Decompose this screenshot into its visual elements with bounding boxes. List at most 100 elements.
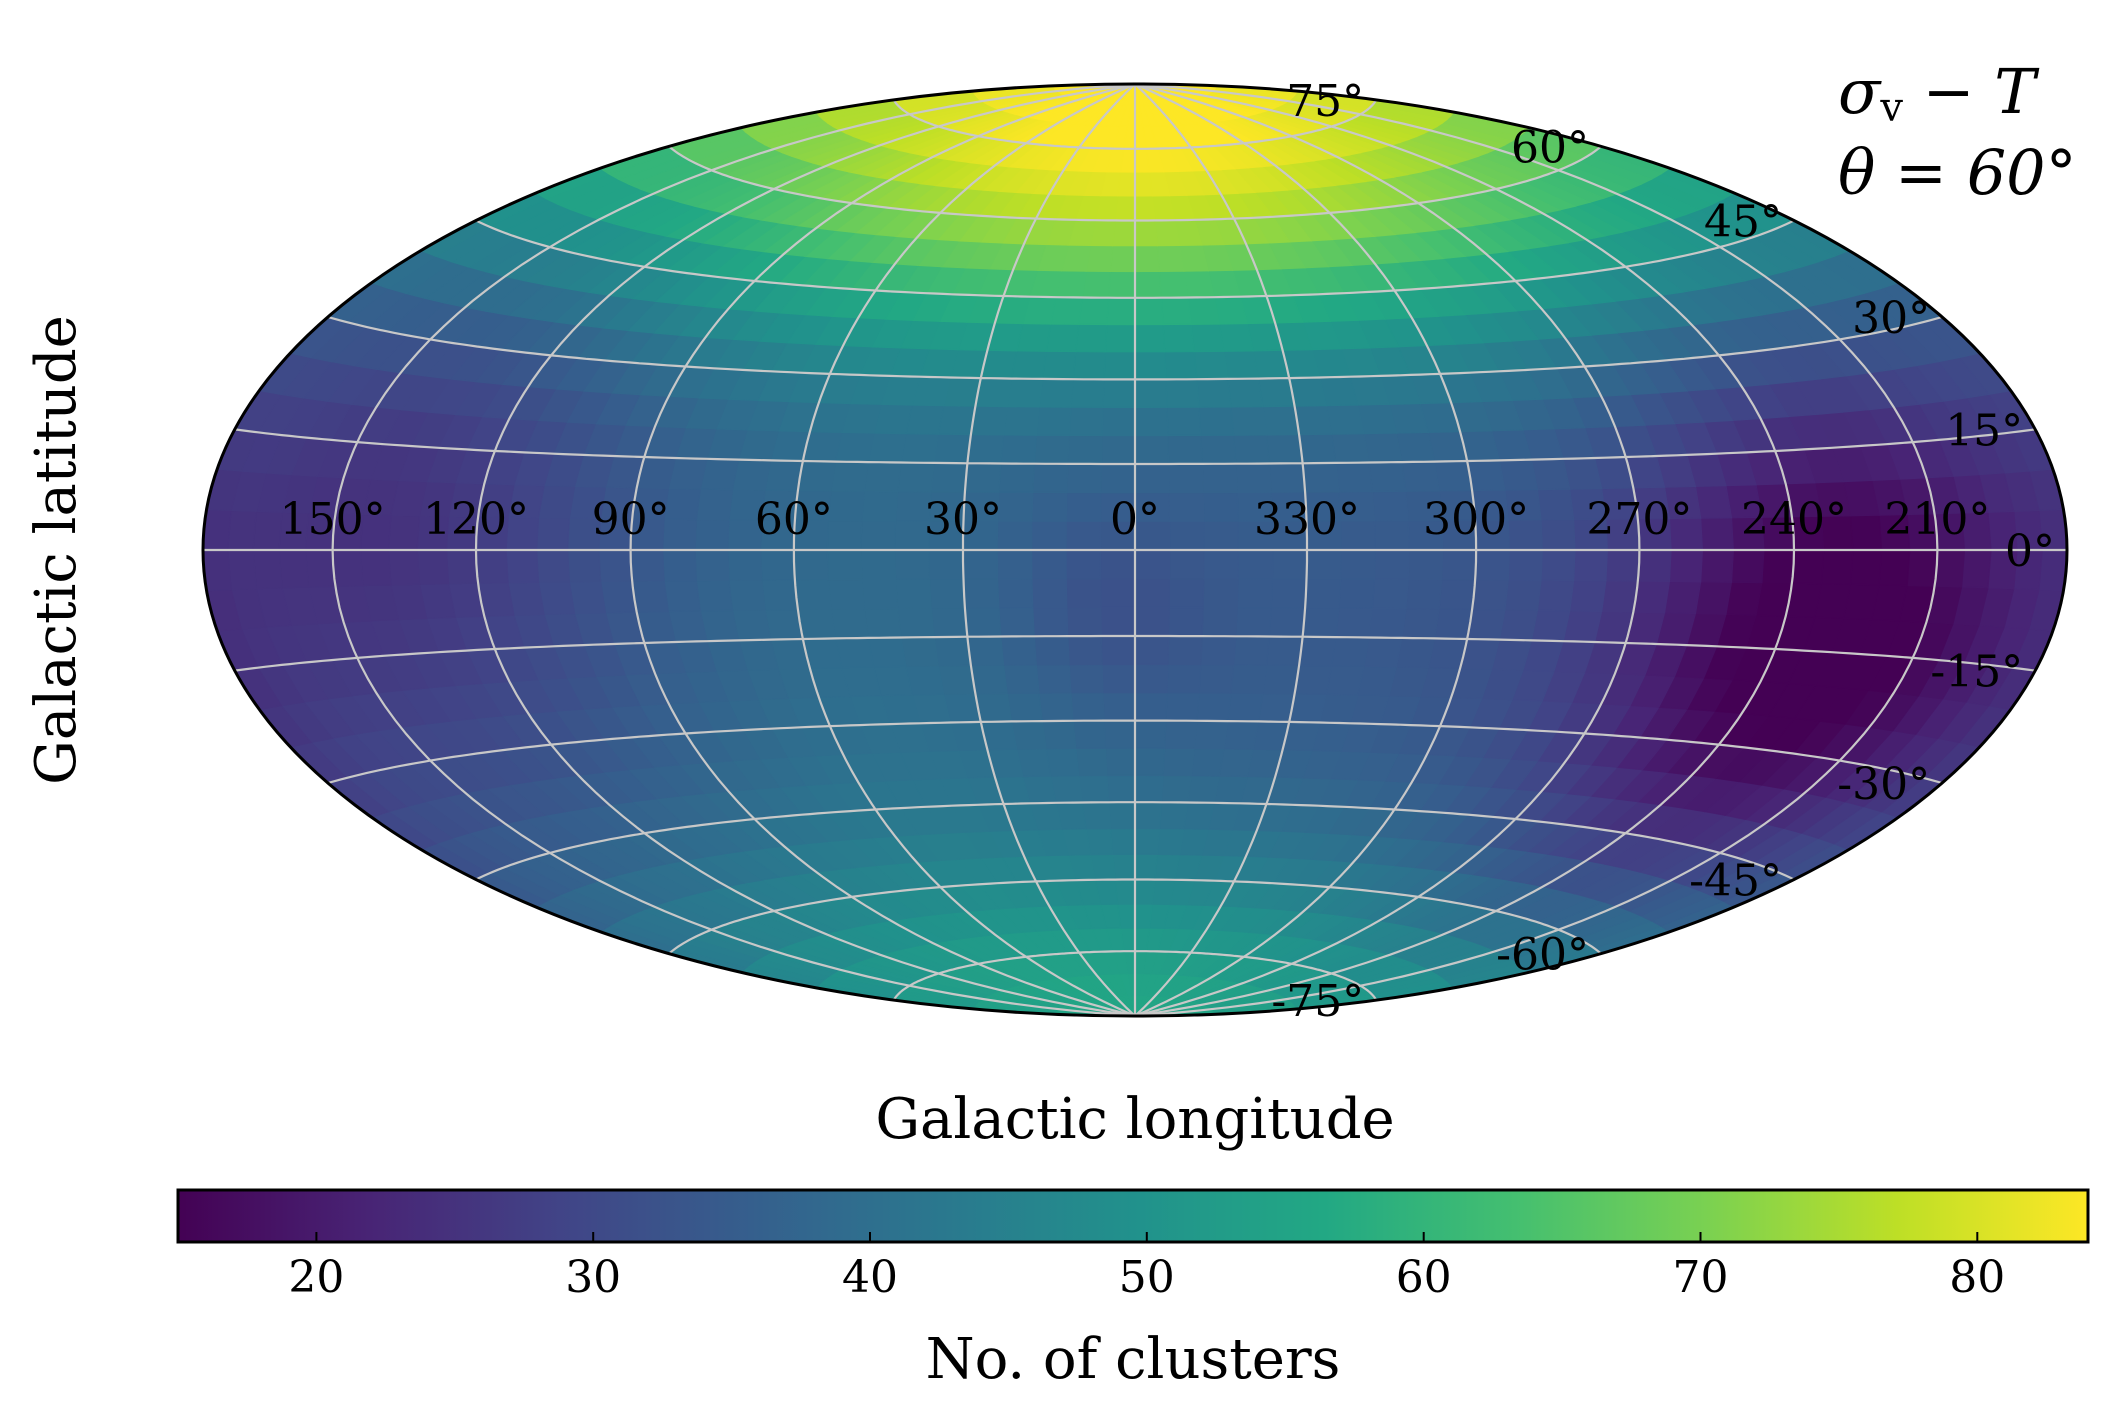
longitude-tick-label: 270° — [1586, 494, 1692, 545]
heatmap-cell — [1065, 491, 1102, 522]
heatmap-cell — [863, 607, 902, 639]
heatmap-cell — [1134, 195, 1156, 222]
heatmap-cell — [970, 664, 1008, 695]
heatmap-cell — [475, 549, 509, 584]
heatmap-cell — [1270, 578, 1308, 609]
heatmap-cell — [1230, 664, 1268, 694]
heatmap-cell — [278, 549, 310, 589]
annotation-line-2: θ = 60° — [1838, 136, 2077, 209]
heatmap-cell — [764, 608, 804, 641]
heatmap-cell — [1167, 635, 1203, 666]
heatmap-cell — [694, 518, 730, 551]
colorbar-ticks: 20 30 40 50 60 70 80 — [288, 1232, 2005, 1303]
heatmap-cell — [1700, 549, 1735, 583]
heatmap-cell — [416, 549, 450, 585]
heatmap-cell — [1190, 747, 1225, 777]
heatmap-cell — [1099, 578, 1136, 609]
longitude-grid-line — [1134, 84, 1641, 1016]
heatmap-cell — [1041, 720, 1077, 750]
heatmap-cell — [1010, 720, 1047, 750]
heatmap-cell — [1298, 636, 1337, 667]
heatmap-cell — [1106, 774, 1136, 803]
heatmap-cell — [1540, 549, 1576, 582]
heatmap-cell — [1134, 606, 1170, 637]
latitude-tick-label: -75° — [1271, 976, 1364, 1027]
heatmap-cell — [1065, 578, 1102, 609]
heatmap-cell — [1466, 608, 1506, 641]
heatmap-cell — [998, 462, 1035, 493]
heatmap-cell — [1227, 692, 1264, 723]
heatmap-cell — [727, 549, 763, 581]
heatmap-cell — [1193, 720, 1229, 750]
heatmap-cell — [830, 608, 869, 640]
colorbar-tick-label: 20 — [288, 1252, 344, 1303]
annotation-line-1: σv − T — [1838, 55, 2040, 131]
latitude-tick-label: 75° — [1286, 76, 1364, 127]
longitude-tick-label: 210° — [1884, 494, 1990, 545]
heatmap-cell — [1006, 377, 1043, 408]
heatmap-cell — [1235, 607, 1272, 638]
heatmap-cell — [1072, 350, 1106, 380]
heatmap-cell — [1223, 350, 1260, 380]
heatmap-cell — [1081, 801, 1112, 830]
heatmap-cell — [1338, 578, 1376, 610]
heatmap-cell — [1700, 517, 1735, 551]
heatmap-cell — [1134, 270, 1163, 299]
heatmap-cell — [1033, 434, 1070, 465]
heatmap-cell — [1068, 406, 1104, 437]
heatmap-cell — [760, 549, 796, 581]
heatmap-cells — [203, 84, 2067, 1016]
heatmap-cell — [1065, 549, 1102, 580]
heatmap-cell — [1183, 801, 1215, 830]
heatmap-cell — [827, 578, 865, 610]
heatmap-cell — [1530, 458, 1571, 491]
heatmap-cell — [894, 549, 931, 580]
heatmap-cell — [1504, 579, 1542, 611]
heatmap-cell — [1265, 433, 1304, 465]
heatmap-cell — [964, 607, 1002, 638]
heatmap-cell — [1158, 270, 1189, 299]
heatmap-cell — [894, 578, 932, 610]
heatmap-cell — [1035, 406, 1072, 437]
heatmap-cell — [1694, 581, 1733, 616]
heatmap-cell — [1031, 578, 1068, 609]
heatmap-cell — [1104, 323, 1136, 353]
heatmap-cell — [933, 636, 972, 667]
heatmap-cell — [1100, 434, 1136, 465]
heatmap-cell — [203, 549, 232, 592]
heatmap-cell — [629, 549, 665, 582]
heatmap-cell — [1078, 296, 1110, 326]
heatmap-cell — [1906, 549, 1939, 587]
heatmap-cell — [1536, 488, 1575, 521]
heatmap-cell — [1201, 463, 1238, 494]
heatmap-cell — [1196, 692, 1232, 722]
heatmap-cell — [1233, 434, 1270, 465]
heatmap-cell — [1134, 927, 1151, 952]
heatmap-cell — [1112, 853, 1136, 881]
heatmap-cell — [1694, 484, 1733, 519]
heatmap-cell — [1301, 462, 1340, 493]
heatmap-cell — [996, 578, 1034, 609]
heatmap-cell — [896, 461, 935, 493]
heatmap-cell — [1075, 747, 1108, 777]
heatmap-cell — [387, 549, 421, 586]
heatmap-cell — [1038, 378, 1074, 408]
longitude-grid-line — [331, 84, 1136, 1016]
heatmap-cell — [537, 484, 576, 519]
heatmap-cell — [1134, 635, 1170, 666]
heatmap-cell — [1600, 580, 1639, 613]
heatmap-cell — [937, 405, 977, 436]
heatmap-cell — [1134, 878, 1156, 905]
longitude-tick-label: 240° — [1741, 494, 1847, 545]
heatmap-cell — [695, 579, 734, 612]
latitude-tick-label: -30° — [1837, 759, 1930, 810]
heatmap-cell — [1368, 461, 1407, 493]
heatmap-cell — [1187, 296, 1220, 325]
heatmap-cell — [1218, 748, 1255, 778]
longitude-tick-label: 330° — [1254, 494, 1360, 545]
heatmap-cell — [1265, 635, 1304, 667]
longitude-tick-labels: 150° 120° 90° 60° 30° 0° 330° 300° 270° 240° 210° — [280, 494, 1991, 545]
heatmap-cell — [1006, 692, 1043, 723]
heatmap-cell — [1030, 520, 1067, 551]
heatmap-cell — [1103, 719, 1136, 749]
